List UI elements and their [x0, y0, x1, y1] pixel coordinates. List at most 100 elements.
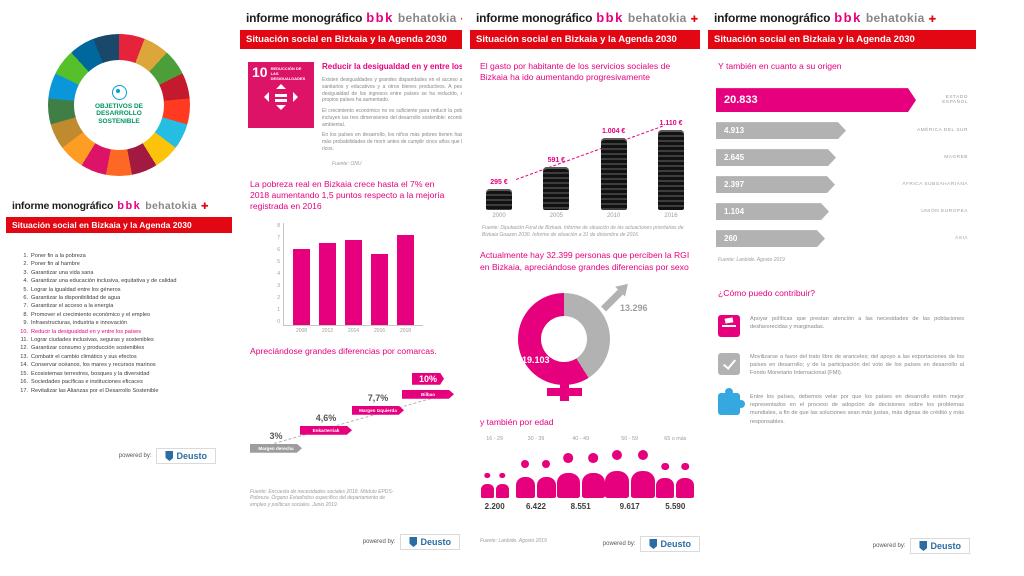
y-tick: 1	[277, 306, 280, 313]
behatokia-wordmark: behatokia	[145, 200, 197, 212]
comarca-label: Margen derecha	[250, 443, 302, 453]
age-range-label: 65 o más	[664, 435, 687, 442]
goal-text: Conservar océanos, los mares y recursos …	[31, 362, 156, 369]
person-icon	[536, 460, 556, 498]
sdg10-badge: 10 REDUCCIÓN DE LAS DESIGUALDADES	[248, 62, 314, 128]
poverty-bar	[293, 249, 310, 325]
report-header: informe monográfico bbk behatokia ✚	[470, 0, 700, 30]
sdg-goal-item: 11. Lograr ciudades inclusivas, seguras y…	[18, 337, 224, 344]
origin-value: 2.645	[724, 153, 745, 163]
sdg-wheel: OBJETIVOS DE DESARROLLO SOSTENIBLE	[48, 34, 190, 176]
coin-column: 295 € 2000	[486, 179, 512, 219]
goal-text: Garantizar consumo y producción sostenib…	[31, 345, 145, 352]
comarca-label: Margen Izquierda	[352, 405, 404, 415]
age-range-label: 30 - 39	[527, 435, 545, 442]
deusto-mark-icon	[409, 537, 418, 547]
origin-bar: 2.397	[716, 176, 835, 193]
goal-number: 6.	[23, 295, 28, 302]
age-count: 8.551	[570, 501, 591, 511]
person-icon	[676, 463, 695, 498]
report-header: informe monográfico bbk behatokia ✚	[708, 0, 976, 30]
deusto-logo: Deusto	[640, 536, 700, 552]
spend-chart: 295 € 2000 591 € 2005 1.004 € 2010 1.110 € 2016	[486, 93, 684, 219]
powered-by: powered by: Deusto	[603, 536, 700, 552]
sdg10-label: REDUCCIÓN DE LAS DESIGUALDADES	[270, 66, 306, 81]
origin-bar: 4.913	[716, 122, 846, 139]
contribute-item: Apoyar políticas que prestan atención a …	[718, 314, 964, 337]
comarca-flag: 10% Bilbao	[402, 369, 454, 399]
deusto-logo: Deusto	[156, 448, 216, 464]
sdg-wheel-caption: OBJETIVOS DE DESARROLLO SOSTENIBLE	[94, 103, 144, 125]
origin-bar: 260	[716, 230, 825, 247]
sdg10-texts: Reducir la desigualdad en y entre los pa…	[322, 62, 462, 167]
panel-sdg10: informe monográfico bbk behatokia ✚ Situ…	[240, 0, 462, 576]
age-count: 9.617	[619, 501, 640, 511]
person-icon	[656, 463, 675, 498]
person-icon	[630, 450, 655, 498]
poverty-chart: 8 7 6 5 4 3 2 1 0 2008 2012 2014 2016 2018	[270, 222, 448, 334]
source-origin: Fuente: Lanbide. Agosto 2019	[718, 257, 785, 264]
sdg10-intro: 10 REDUCCIÓN DE LAS DESIGUALDADES Reduci…	[248, 62, 462, 167]
sdg-goal-item: 3. Garantizar una vida sana	[18, 270, 224, 277]
spend-trend-line	[516, 125, 663, 181]
comarca-flag: 7,7% Margen Izquierda	[352, 393, 404, 415]
comarca-flag: 3% Margen derecha	[250, 431, 302, 453]
y-tick: 7	[277, 234, 280, 241]
equality-symbol-icon	[264, 84, 298, 111]
goal-text: Sociedades pacíficas e instituciones efi…	[31, 379, 143, 386]
goal-number: 1.	[23, 253, 28, 259]
comarca-label: Bilbao	[402, 389, 454, 399]
banner-title: Situación social en Bizkaia y la Agenda …	[6, 217, 232, 233]
goal-text: Garantizar una educación inclusiva, equi…	[31, 278, 177, 285]
goal-number: 16.	[20, 379, 28, 386]
goal-text: Ecosistemas terrestres, bosques y la div…	[31, 370, 150, 377]
sdg-goal-item: 5. Lograr la igualdad entre los géneros	[18, 287, 224, 294]
deusto-logo: Deusto	[910, 538, 970, 554]
origin-value: 2.397	[724, 180, 745, 190]
x-tick: 2008	[295, 327, 308, 334]
poverty-bar	[371, 254, 388, 325]
y-tick: 0	[277, 318, 280, 325]
sdg-goal-item: 1. Poner fin a la pobreza	[18, 253, 224, 260]
origin-row: 1.104 UNIÓN EUROPEA	[716, 203, 968, 220]
deusto-mark-icon	[919, 541, 928, 551]
sdg-goal-item: 9. Infraestructuras, industria e innovaci…	[18, 320, 224, 327]
goal-number: 8.	[23, 311, 28, 318]
behatokia-wordmark: behatokia	[627, 11, 687, 25]
age-icons	[474, 446, 515, 498]
age-group: 16 - 29 2.200	[474, 436, 515, 511]
banner-title: Situación social en Bizkaia y la Agenda …	[240, 30, 462, 49]
comarca-flag: 4,6% Enkarterriak	[300, 413, 352, 435]
age-range-label: 50 - 59	[621, 435, 639, 442]
goal-paragraph: El crecimiento económico no es suficient…	[322, 108, 462, 128]
contribute-item: Movilizarse a favor del trato libre de a…	[718, 352, 964, 377]
coin-column: 1.110 € 2016	[657, 120, 684, 219]
goal-number: 12.	[20, 345, 28, 352]
gender-value-women: 19.103	[522, 354, 550, 365]
banner-title: Situación social en Bizkaia y la Agenda …	[708, 30, 976, 49]
deusto-mark-icon	[165, 451, 174, 461]
age-count: 2.200	[484, 501, 505, 511]
goal-number: 7.	[23, 303, 28, 310]
statement-age: y también por edad	[480, 416, 554, 427]
report-header: informe monográfico bbk behatokia ✚	[6, 190, 232, 217]
coin-stack-icon	[486, 189, 512, 211]
sdg-goal-item: 7. Garantizar el acceso a la energía	[18, 303, 224, 310]
report-title: informe monográfico	[714, 11, 831, 25]
goal-text: Lograr la igualdad entre los géneros	[31, 286, 121, 293]
sdg-goal-item: 12. Garantizar consumo y producción soste…	[18, 345, 224, 352]
goal-text: Garantizar el acceso a la energía	[31, 303, 114, 310]
statement-rgi: Actualmente hay 32.399 personas que perc…	[480, 250, 690, 272]
vote-hand-icon	[718, 352, 740, 375]
report-header: informe monográfico bbk behatokia ✚	[240, 0, 462, 30]
coin-stack-icon	[600, 138, 627, 211]
bbk-wordmark: bbk	[834, 10, 862, 25]
person-icon	[556, 453, 580, 498]
plus-mark-icon: ✚	[690, 14, 699, 24]
x-tick: 2016	[373, 327, 386, 334]
panel-cover: OBJETIVOS DE DESARROLLO SOSTENIBLE infor…	[6, 0, 232, 576]
y-tick: 6	[277, 246, 280, 253]
goal-text: Combatir el cambio climático y sus efect…	[31, 353, 137, 360]
origin-label: AMÉRICA DEL SUR	[916, 128, 968, 134]
coin-value-label: 295 €	[490, 179, 508, 187]
